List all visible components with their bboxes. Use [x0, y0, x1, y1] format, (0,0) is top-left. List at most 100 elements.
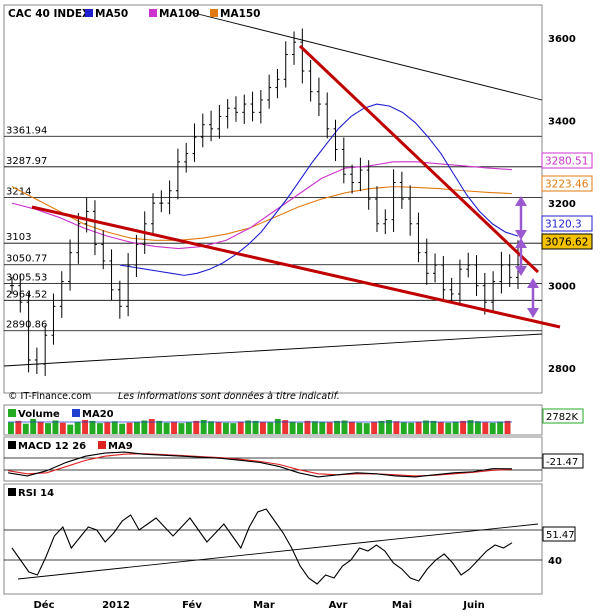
macd-line [7, 451, 513, 478]
value-box-0 [541, 152, 593, 169]
volume-bar-54 [408, 422, 415, 434]
value-box-label-2: 3120.3 [545, 219, 582, 231]
ma20-legend-label: MA20 [82, 409, 114, 420]
y-tick-label-4: 3600 [548, 34, 576, 45]
volume-bar-16 [126, 422, 133, 434]
volume-bar-65 [489, 422, 496, 434]
macd-value-box [542, 453, 584, 469]
volume-bar-13 [104, 422, 111, 434]
ma20-swatch [72, 409, 80, 417]
volume-bar-9 [74, 422, 81, 434]
volume-bar-0 [8, 422, 14, 434]
volume-bar-66 [497, 421, 504, 434]
volume-bar-48 [363, 423, 370, 434]
rsi-legend-label: RSI 14 [18, 488, 54, 499]
volume-bar-49 [371, 421, 378, 434]
volume-bar-18 [141, 420, 148, 434]
volume-bar-4 [37, 421, 44, 434]
level-label-2: 3214 [6, 186, 31, 197]
y-tick-label-1: 3000 [548, 282, 576, 293]
ma9-legend-label: MA9 [108, 441, 133, 452]
arrow-upper-head-top [515, 196, 527, 206]
ma50-line [119, 103, 519, 276]
volume-bar-23 [178, 423, 185, 434]
volume-bar-33 [252, 420, 259, 434]
level-label-4: 3050.77 [6, 254, 47, 265]
volume-bar-29 [222, 422, 229, 434]
volume-bar-62 [467, 420, 474, 434]
resistance-line-black [189, 11, 543, 101]
arrow-middle-head-top [515, 238, 527, 248]
volume-bar-38 [289, 421, 296, 434]
arrow-upper-head-bottom [515, 230, 527, 240]
level-label-3: 3103 [6, 232, 31, 243]
volume-value-label: 2782K [546, 412, 578, 423]
x-tick-label-3: Mar [253, 600, 275, 611]
volume-bar-45 [341, 420, 348, 434]
x-tick-label-6: Juin [462, 600, 484, 611]
volume-bar-5 [45, 423, 51, 434]
arrow-lower-head-top [527, 278, 539, 288]
volume-bar-22 [171, 421, 177, 434]
volume-bar-52 [393, 421, 400, 434]
volume-bar-24 [185, 422, 192, 434]
downtrend-line-red [298, 44, 540, 274]
x-tick-label-1: 2012 [102, 600, 130, 611]
volume-bar-3 [30, 419, 37, 434]
source-text: © IT-Finance.com [8, 391, 91, 402]
volume-bar-43 [326, 422, 333, 434]
volume-bar-40 [304, 420, 311, 434]
volume-bar-25 [193, 420, 200, 434]
volume-value-box [542, 408, 584, 424]
volume-bar-67 [504, 420, 511, 434]
volume-bar-7 [59, 422, 66, 434]
volume-bar-47 [356, 422, 363, 434]
volume-bar-42 [319, 422, 326, 434]
rsi-swatch [8, 488, 16, 496]
volume-bar-8 [67, 424, 74, 434]
volume-bar-30 [230, 423, 237, 434]
rsi-trend-line [17, 523, 539, 580]
volume-bar-12 [96, 423, 103, 434]
value-box-label-0: 3280.51 [545, 156, 588, 168]
arrow-lower-head-bottom [527, 308, 539, 318]
support-line-black [3, 333, 543, 367]
ma150-legend-label: MA150 [220, 8, 261, 20]
price-panel-frame [3, 4, 543, 394]
volume-bar-14 [111, 421, 118, 434]
ma100-legend-label: MA100 [159, 8, 200, 20]
volume-bar-27 [208, 421, 215, 434]
volume-bar-31 [237, 421, 244, 434]
value-box-label-1: 3223.46 [545, 179, 589, 191]
value-box-label-3: 3076.62 [545, 237, 588, 249]
ma50-swatch [85, 9, 93, 17]
arrow-middle-head-bottom [515, 266, 527, 276]
level-label-7: 2890.86 [6, 320, 47, 331]
x-tick-label-2: Fév [182, 599, 202, 611]
macd-legend-label: MACD 12 26 [18, 441, 86, 452]
volume-bar-21 [163, 422, 170, 434]
rsi-panel-frame [3, 483, 543, 595]
volume-swatch [8, 409, 16, 417]
volume-bar-58 [437, 422, 444, 434]
volume-bar-57 [430, 420, 437, 434]
rsi-line [11, 508, 513, 585]
volume-bar-61 [460, 420, 467, 434]
volume-bar-34 [260, 421, 266, 434]
volume-bar-10 [82, 419, 89, 434]
volume-bar-36 [274, 419, 281, 434]
volume-bar-53 [400, 422, 407, 434]
macd-swatch [8, 441, 16, 449]
rsi-value-box [542, 526, 576, 542]
volume-bar-1 [15, 420, 22, 434]
volume-bar-55 [415, 421, 422, 434]
volume-bar-26 [200, 419, 207, 434]
volume-bar-2 [22, 423, 29, 434]
volume-bar-50 [378, 420, 385, 434]
volume-bar-60 [452, 421, 459, 434]
volume-bar-51 [386, 419, 392, 434]
ma9-swatch [98, 441, 106, 449]
value-box-2 [541, 215, 593, 232]
level-label-6: 2964.52 [6, 289, 47, 300]
